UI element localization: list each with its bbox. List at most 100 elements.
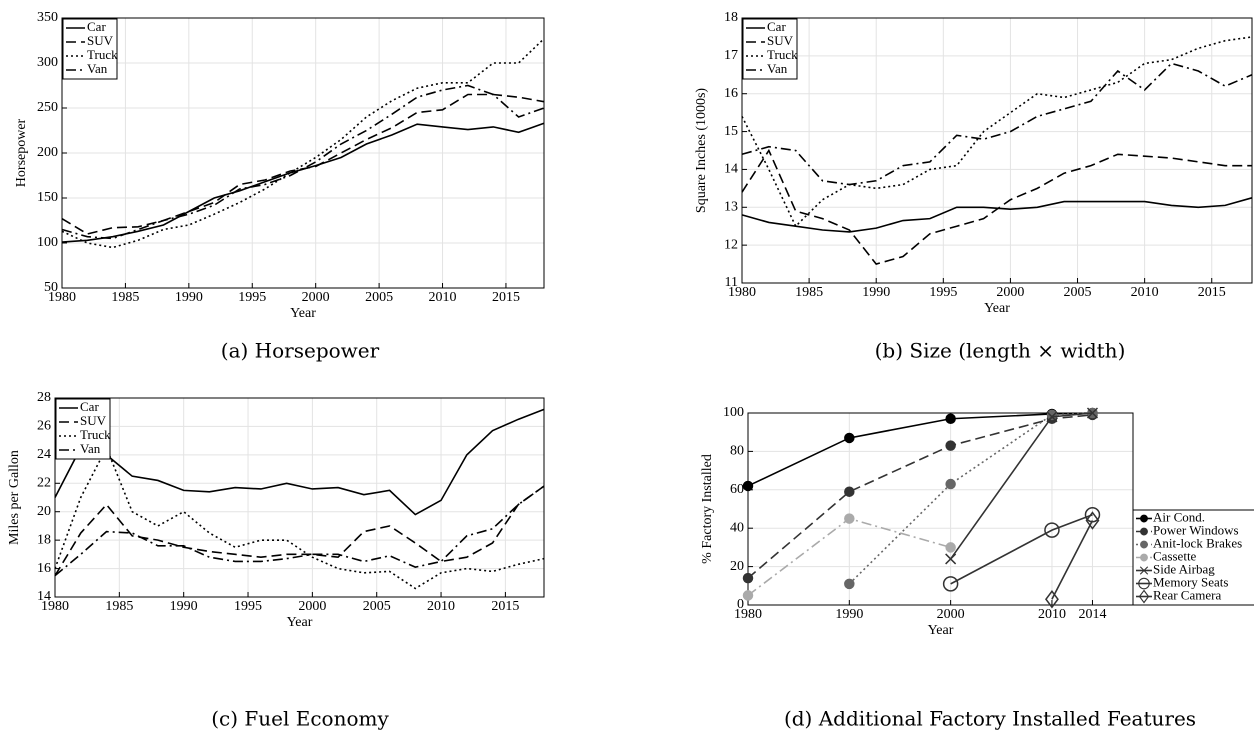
legend-label: Van bbox=[80, 441, 101, 456]
series-line bbox=[741, 148, 1252, 265]
series-line bbox=[741, 36, 1253, 228]
x-tick-label: 2015 bbox=[492, 290, 520, 305]
x-tick-label: 2005 bbox=[1064, 285, 1092, 300]
y-tick-label: 60 bbox=[730, 482, 744, 497]
y-tick-label: 18 bbox=[724, 10, 738, 25]
marker bbox=[1138, 589, 1150, 604]
x-tick-label: 2000 bbox=[996, 285, 1024, 300]
x-tick-label: 1980 bbox=[41, 599, 69, 614]
legend-label: SUV bbox=[80, 413, 107, 428]
marker bbox=[942, 576, 959, 592]
caption: (a) Horsepower bbox=[221, 339, 380, 363]
marker bbox=[844, 486, 855, 497]
x-tick-label: 1990 bbox=[175, 290, 203, 305]
legend-label: Cassette bbox=[1153, 548, 1197, 563]
legend-box bbox=[1132, 509, 1254, 606]
marker bbox=[1140, 514, 1148, 523]
marker bbox=[742, 572, 754, 584]
legend-label: SUV bbox=[87, 33, 114, 48]
x-tick-label: 1980 bbox=[48, 290, 76, 305]
x-tick-label: 1990 bbox=[835, 607, 863, 622]
legend-label: Car bbox=[87, 19, 106, 34]
marker bbox=[945, 413, 956, 425]
series-line bbox=[741, 62, 1253, 186]
marker bbox=[1085, 511, 1100, 530]
chart-panel: 1980 1985 1990 1995 2000 2005 2010 2015 11 12 13 14… bbox=[694, 10, 1253, 363]
y-tick-label: 100 bbox=[37, 235, 58, 250]
y-tick-label: 80 bbox=[730, 444, 744, 459]
y-tick-label: 12 bbox=[724, 237, 738, 252]
legend-label: Air Cond. bbox=[1153, 509, 1205, 524]
y-tick-label: 350 bbox=[37, 10, 58, 25]
y-tick-label: 24 bbox=[37, 447, 51, 462]
legend-label: SUV bbox=[767, 33, 794, 48]
chart-panel: 1980 1990 2000 2010 2014 0 20 40 60 80 100 Year % Fa… bbox=[700, 405, 1254, 731]
y-tick-label: 20 bbox=[730, 559, 744, 574]
marker bbox=[1139, 566, 1149, 575]
x-tick-label: 1985 bbox=[111, 290, 139, 305]
x-axis-label: Year bbox=[287, 615, 313, 630]
y-tick-label: 0 bbox=[737, 597, 744, 612]
legend-label: Car bbox=[767, 19, 786, 34]
x-tick-label: 1980 bbox=[728, 285, 756, 300]
plot-frame bbox=[741, 17, 1253, 284]
x-tick-label: 2015 bbox=[491, 599, 519, 614]
marker bbox=[1138, 577, 1150, 590]
x-tick-label: 1995 bbox=[238, 290, 266, 305]
legend-label: Anit-lock Brakes bbox=[1153, 535, 1242, 550]
legend-label: Van bbox=[87, 61, 108, 76]
y-tick-label: 13 bbox=[724, 200, 738, 215]
y-tick-label: 100 bbox=[723, 405, 744, 420]
x-tick-label: 2000 bbox=[937, 607, 965, 622]
chart-panel: 1980 1985 1990 1995 2000 2005 2010 2015 14 16 18 20… bbox=[7, 390, 545, 731]
y-tick-label: 40 bbox=[730, 520, 744, 535]
plot-area bbox=[748, 413, 1133, 605]
x-tick-label: 1995 bbox=[929, 285, 957, 300]
y-axis-label: Horsepower bbox=[14, 118, 29, 187]
y-tick-label: 14 bbox=[37, 589, 51, 604]
x-tick-label: 1990 bbox=[170, 599, 198, 614]
y-tick-label: 15 bbox=[724, 124, 738, 139]
y-tick-label: 22 bbox=[37, 476, 51, 491]
y-axis-label: Miles per Gallon bbox=[7, 450, 22, 545]
marker bbox=[945, 542, 956, 553]
x-tick-label: 1985 bbox=[105, 599, 133, 614]
legend-label: Memory Seats bbox=[1153, 574, 1228, 589]
plot-area bbox=[742, 18, 1252, 283]
marker bbox=[945, 553, 957, 565]
x-tick-label: 2010 bbox=[1131, 285, 1159, 300]
x-tick-label: 2000 bbox=[298, 599, 326, 614]
marker bbox=[742, 480, 754, 492]
y-tick-label: 20 bbox=[37, 504, 51, 519]
x-axis-label: Year bbox=[984, 301, 1010, 316]
legend-label: Truck bbox=[87, 47, 118, 62]
series-line bbox=[950, 514, 1093, 585]
y-axis-label: % Factory Installed bbox=[700, 454, 715, 564]
y-tick-label: 250 bbox=[37, 100, 58, 115]
legend-label: Van bbox=[767, 61, 788, 76]
marker bbox=[1140, 540, 1148, 549]
y-tick-label: 300 bbox=[37, 55, 58, 70]
marker bbox=[945, 478, 956, 490]
legend-label: Car bbox=[80, 399, 99, 414]
series-line bbox=[1051, 520, 1094, 600]
marker bbox=[844, 513, 855, 524]
legend-box bbox=[742, 18, 798, 80]
chart-panel: 1980 1985 1990 1995 2000 2005 2010 2015 50 100 150… bbox=[14, 10, 545, 363]
y-tick-label: 26 bbox=[37, 419, 51, 434]
plot-area bbox=[55, 398, 544, 597]
marker bbox=[1045, 589, 1059, 609]
series-line bbox=[61, 84, 545, 240]
legend-label: Side Airbag bbox=[1153, 561, 1215, 576]
legend-box bbox=[55, 398, 111, 460]
x-tick-label: 2010 bbox=[429, 290, 457, 305]
series-line bbox=[54, 408, 545, 516]
marker bbox=[1046, 411, 1058, 423]
marker bbox=[742, 590, 754, 601]
y-tick-label: 16 bbox=[724, 86, 738, 101]
x-tick-label: 2015 bbox=[1198, 285, 1226, 300]
marker bbox=[844, 432, 855, 444]
series-line bbox=[54, 445, 545, 590]
